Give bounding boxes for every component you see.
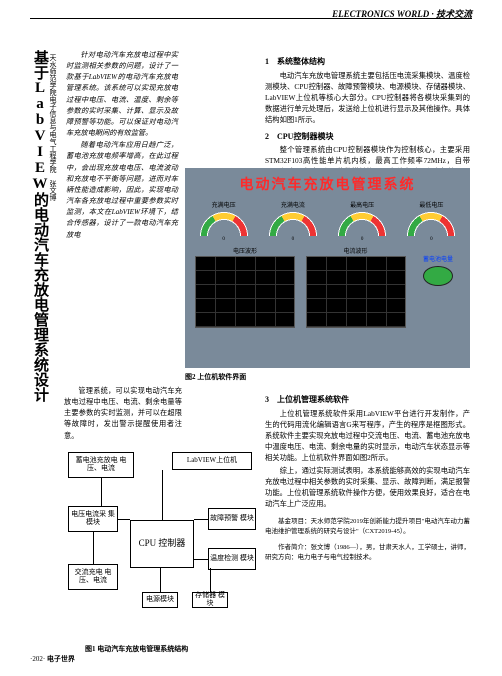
current-chart: 电流波形 <box>306 246 406 328</box>
connector-line <box>194 519 208 520</box>
gauge-arc-icon <box>338 210 386 236</box>
gauge-4: 最低电压0 <box>403 200 459 242</box>
funding-note: 基金项目：天水师范学院2019年创新能力提升项目"电动汽车动力蓄电池维护管理系统… <box>265 517 470 537</box>
chart-window <box>306 256 406 328</box>
led-icon <box>423 266 453 286</box>
author-bio: 作者简介：张文博（1986—），男，甘肃天水人，工学硕士，讲师，研究方向：电力电… <box>265 543 470 563</box>
gauge-2: 充满电流0 <box>265 200 321 242</box>
labview-box: LabVIEW上位机 <box>172 452 252 470</box>
ac-io-box: 交流充电 电压、电流 <box>68 564 118 590</box>
connector-line <box>194 559 208 560</box>
section-2-heading: 2 CPU控制器模块 <box>265 131 470 143</box>
section-3-body-1: 上位机管理系统软件采用LabVIEW平台进行开发制作，产生的代码用流化编辑语言G… <box>265 409 470 464</box>
gauge-arc-icon <box>269 210 317 236</box>
battery-io-box: 蓄电池充放电 电压、电流 <box>68 452 134 478</box>
temp-box: 温度检测 模块 <box>208 548 256 570</box>
cpu-box: CPU 控制器 <box>130 520 194 568</box>
gauge-3: 最高电压0 <box>334 200 390 242</box>
journal-header: ELECTRONICS WORLD · 技术交流 <box>332 7 472 20</box>
gauge-arc-icon <box>200 210 248 236</box>
storage-box: 存储器 模块 <box>192 592 228 608</box>
battery-indicator: 蓄电池电量 <box>416 246 460 289</box>
section-3-body-2: 综上，通过实际测试表明，本系统能够高效的实现电动汽车充放电过程中相关参数的实时采… <box>265 466 470 510</box>
alarm-box: 故障预警 模块 <box>208 508 256 530</box>
connector-line <box>160 568 161 592</box>
gauge-arc-icon <box>407 210 455 236</box>
mid-paragraph: 管理系统，可以实现电动汽车充放电过程中电压、电流、剩余电量等主要参数的实时监测，… <box>64 386 182 442</box>
connector-line <box>118 519 130 520</box>
article-author: 天水师范学院电子信息与电气工程学院 张文博 <box>48 54 58 201</box>
figure-1-caption: 图1 电动汽车充放电管理系统结构 <box>85 644 188 654</box>
figure-2-title: 电动汽车充放电管理系统 <box>189 174 466 194</box>
section-3-heading: 3 上位机管理系统软件 <box>265 394 470 406</box>
voltage-chart: 电压波形 <box>195 246 295 328</box>
connector-line <box>210 568 211 592</box>
intro-p2: 随着电动汽车应用日趋广泛，蓄电池充放电频率增高，在此过程中，会出现充放电电压、电… <box>66 140 178 240</box>
right-column-bottom: 3 上位机管理系统软件 上位机管理系统软件采用LabVIEW平台进行开发制作，产… <box>265 388 470 564</box>
section-1-heading: 1 系统整体结构 <box>265 56 470 68</box>
acquisition-box: 电压电流采 集模块 <box>68 506 118 532</box>
article-title: 基于LabVIEW的电动汽车充放电管理系统设计 <box>30 50 48 402</box>
gauge-row: 充满电压0 充满电流0 最高电压0 最低电压0 <box>189 200 466 242</box>
page-footer: ·202· 电子世界 <box>30 654 75 664</box>
connector-line <box>93 532 94 564</box>
page-number: ·202· <box>30 655 45 663</box>
footer-journal: 电子世界 <box>47 655 75 663</box>
chart-row: 电压波形 电流波形 蓄电池电量 <box>189 246 466 328</box>
figure-1-diagram: CPU 控制器 LabVIEW上位机 蓄电池充放电 电压、电流 电压电流采 集模… <box>64 448 256 638</box>
section-1-body: 电动汽车充放电管理系统主要包括压电流采集模块、温度检测模块、CPU控制器、故障预… <box>265 71 470 126</box>
intro-p1: 针对电动汽车充放电过程中实时监测相关参数的问题，设计了一款基于LabVIEW的电… <box>66 50 178 139</box>
figure-2-caption: 图2 上位机软件界面 <box>185 372 246 382</box>
figure-2-panel: 电动汽车充放电管理系统 充满电压0 充满电流0 最高电压0 最低电压0 电压波形… <box>185 168 470 368</box>
gauge-1: 充满电压0 <box>196 200 252 242</box>
chart-window <box>195 256 295 328</box>
power-box: 电源模块 <box>142 592 178 608</box>
page-body: 基于LabVIEW的电动汽车充放电管理系统设计 天水师范学院电子信息与电气工程学… <box>30 30 472 646</box>
connector-line <box>162 470 163 520</box>
intro-column: 针对电动汽车充放电过程中实时监测相关参数的问题，设计了一款基于LabVIEW的电… <box>66 50 178 242</box>
connector-line <box>101 478 102 506</box>
